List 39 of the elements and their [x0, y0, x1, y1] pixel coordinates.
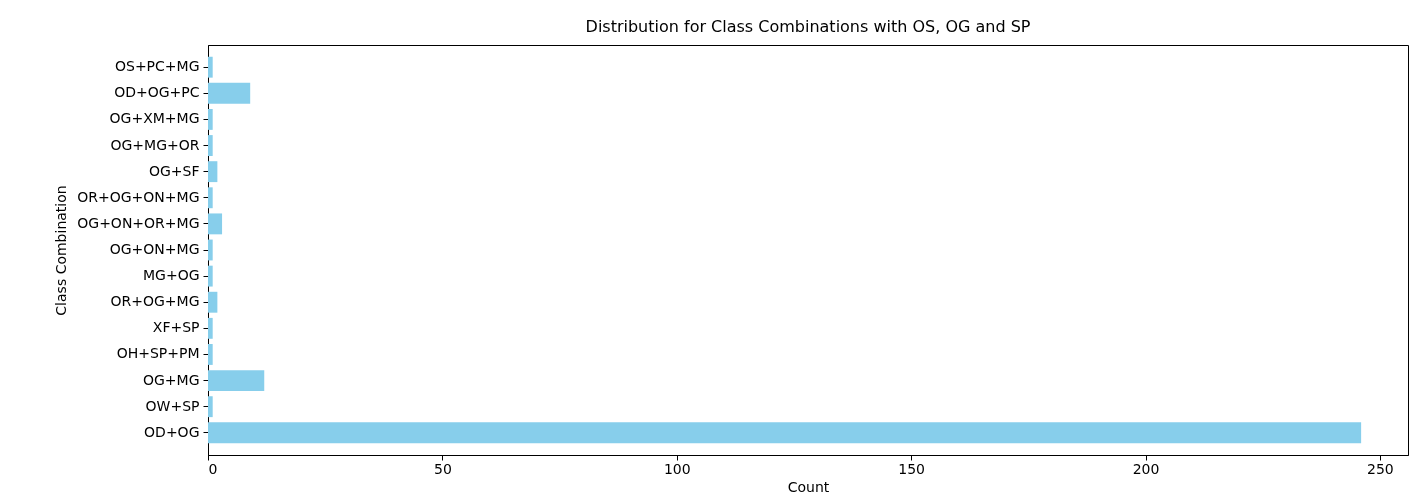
- y-tick-label: OW+SP: [145, 397, 200, 414]
- y-tick-label: OR+OG+MG: [110, 293, 200, 310]
- y-axis-title: Class Combination: [53, 185, 70, 316]
- x-tick-label: 100: [663, 460, 691, 477]
- y-tick-label: OH+SP+PM: [116, 345, 200, 362]
- y-tick-label: OG+ON+MG: [109, 241, 200, 257]
- y-tick-label: OG+ON+OR+MG: [77, 214, 200, 231]
- bar: [208, 396, 213, 418]
- y-tick-label: OG+MG: [142, 371, 200, 388]
- bar: [208, 291, 218, 313]
- x-tick-label: 250: [1367, 460, 1394, 477]
- bar: [208, 161, 218, 183]
- x-tick-label: 200: [1132, 460, 1160, 477]
- bar: [208, 82, 251, 104]
- bar: [208, 187, 213, 209]
- y-tick-label: OR+OG+ON+MG: [77, 188, 200, 205]
- bar: [208, 56, 213, 78]
- bar: [208, 239, 213, 261]
- bar: [208, 108, 213, 130]
- x-tick-label: 0: [208, 460, 218, 477]
- bar: [208, 135, 213, 156]
- bar: [208, 317, 213, 339]
- y-tick-label: OG+XM+MG: [109, 110, 200, 127]
- x-tick-label: 150: [898, 460, 925, 477]
- y-tick-label: OG+SF: [148, 162, 200, 179]
- y-tick-label: MG+OG: [142, 267, 200, 284]
- y-tick-label: XF+SP: [152, 319, 200, 336]
- x-tick-label: 50: [433, 460, 452, 477]
- y-tick-label: OD+OG: [144, 423, 200, 440]
- chart-title: Distribution for Class Combinations with OS, OG and SP: [585, 17, 1031, 36]
- bar: [208, 265, 213, 287]
- bar: [208, 213, 223, 235]
- bar: [208, 422, 1362, 444]
- x-axis-title: Count: [787, 478, 830, 495]
- y-tick-label: OG+MG+OR: [110, 136, 200, 153]
- y-tick-label: OS+PC+MG: [114, 58, 200, 75]
- bar: [208, 344, 213, 365]
- y-tick-label: OD+OG+PC: [114, 84, 200, 101]
- bar: [208, 370, 265, 392]
